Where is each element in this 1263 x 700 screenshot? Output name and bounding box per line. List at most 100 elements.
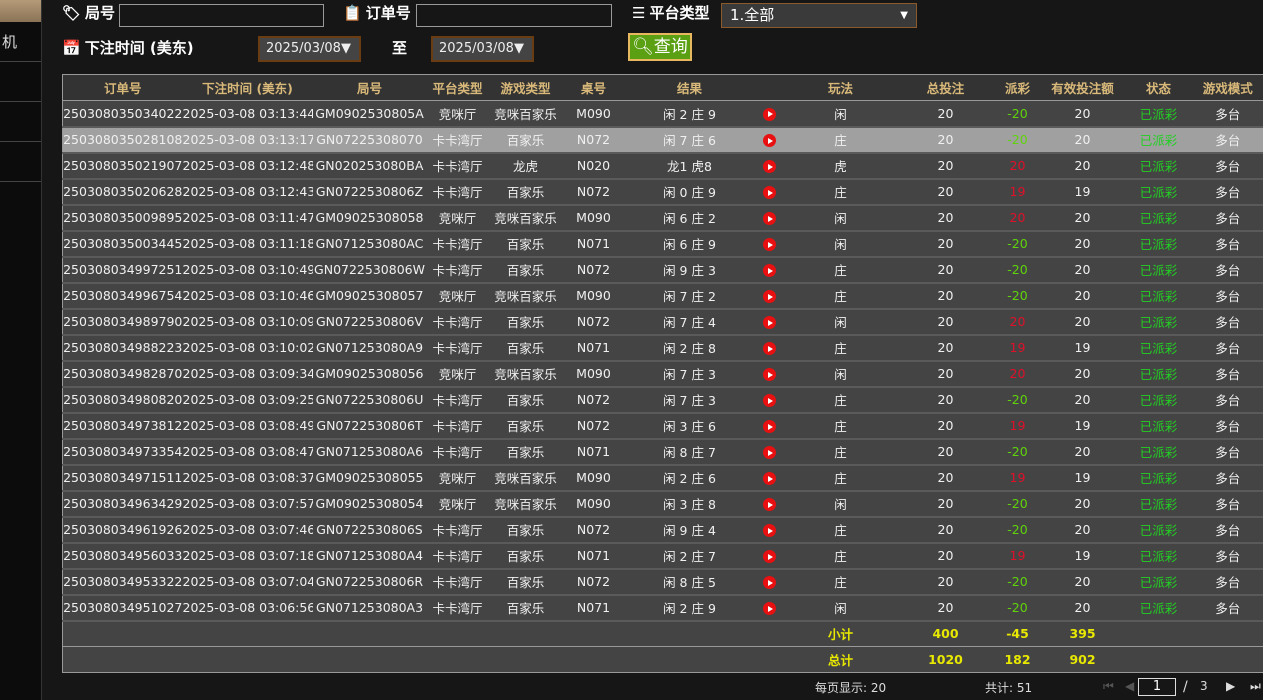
play-replay-icon[interactable] (763, 394, 776, 407)
play-replay-icon[interactable] (763, 420, 776, 433)
table-row[interactable]: 250308034973812 2025-03-08 03:08:49 GN0722… (62, 412, 1263, 440)
play-replay-icon[interactable] (763, 368, 776, 381)
status: 已派彩 (1124, 568, 1193, 596)
list-icon: ☰ (632, 3, 646, 22)
play-replay-icon[interactable] (763, 290, 776, 303)
bet-type: 庄 (784, 256, 897, 284)
replay[interactable] (754, 256, 785, 284)
replay[interactable] (754, 542, 785, 570)
order-input[interactable] (416, 4, 612, 27)
table-row[interactable]: 250308035034022 2025-03-08 03:13:44 GM0902… (62, 100, 1263, 128)
game-mode: 多台 (1192, 334, 1263, 362)
replay[interactable] (754, 360, 785, 388)
table-row[interactable]: 250308034997251 2025-03-08 03:10:49 GN0722… (62, 256, 1263, 284)
platform: 卡卡湾厅 (426, 516, 489, 544)
result: 闲 6 庄 2 (624, 204, 755, 232)
play-replay-icon[interactable] (763, 498, 776, 511)
round-id: GN0722530806S (312, 516, 427, 544)
round-input[interactable] (119, 4, 324, 27)
column-header: 局号 (312, 74, 427, 101)
query-button[interactable]: 🔍︎查询 (628, 33, 692, 61)
replay[interactable] (754, 438, 785, 466)
next-page-icon[interactable]: ▶ (1226, 679, 1236, 693)
sidebar-item[interactable] (0, 62, 41, 102)
play-replay-icon[interactable] (763, 186, 776, 199)
table-row[interactable]: 250308035009895 2025-03-08 03:11:47 GM0902… (62, 204, 1263, 232)
column-header (754, 74, 785, 101)
replay[interactable] (754, 126, 785, 154)
play-replay-icon[interactable] (763, 160, 776, 173)
table-row[interactable]: 250308034982870 2025-03-08 03:09:34 GM0902… (62, 360, 1263, 388)
play-replay-icon[interactable] (763, 238, 776, 251)
replay[interactable] (754, 412, 785, 440)
table-row[interactable]: 250308034961926 2025-03-08 03:07:46 GN0722… (62, 516, 1263, 544)
date-from-picker[interactable]: 2025/03/08▼ (258, 36, 361, 62)
sidebar-item[interactable] (0, 102, 41, 142)
table-row[interactable]: 250308035028108 2025-03-08 03:13:17 GN0722… (62, 126, 1263, 154)
prev-page-icon[interactable]: ◀ (1125, 679, 1135, 693)
replay[interactable] (754, 308, 785, 336)
round-id: GN0722530806W (312, 256, 427, 284)
replay[interactable] (754, 334, 785, 362)
platform-select[interactable]: 1.全部 ▼ (721, 3, 917, 28)
per-page-text: 每页显示: 20 (815, 681, 887, 695)
play-replay-icon[interactable] (763, 342, 776, 355)
play-replay-icon[interactable] (763, 107, 776, 121)
bet-type: 闲 (784, 204, 897, 232)
game-mode: 多台 (1192, 386, 1263, 414)
replay[interactable] (754, 152, 785, 180)
replay[interactable] (754, 100, 785, 128)
table-row[interactable]: 250308034953322 2025-03-08 03:07:04 GN0722… (62, 568, 1263, 596)
last-page-icon[interactable]: ⏭ (1250, 679, 1261, 693)
replay[interactable] (754, 516, 785, 544)
sidebar-item[interactable] (0, 142, 41, 182)
replay[interactable] (754, 594, 785, 622)
replay[interactable] (754, 386, 785, 414)
table-row[interactable]: 250308035003445 2025-03-08 03:11:18 GN0712… (62, 230, 1263, 258)
table-row[interactable]: 250308034963429 2025-03-08 03:07:57 GM0902… (62, 490, 1263, 518)
round-id: GN07225308070 (312, 126, 427, 154)
date-to-picker[interactable]: 2025/03/08▼ (431, 36, 534, 62)
bet-time: 2025-03-08 03:13:17 (182, 126, 313, 154)
bet-type: 庄 (784, 126, 897, 154)
replay[interactable] (754, 230, 785, 258)
game-type: 龙虎 (488, 152, 563, 180)
play-replay-icon[interactable] (763, 576, 776, 589)
replay[interactable] (754, 282, 785, 310)
empty-cell (312, 646, 427, 673)
table-row[interactable]: 250308034996754 2025-03-08 03:10:46 GM0902… (62, 282, 1263, 310)
first-page-icon[interactable]: ⏮ (1103, 679, 1114, 693)
page-input[interactable]: 1 (1138, 678, 1176, 696)
play-replay-icon[interactable] (763, 264, 776, 277)
bet-type: 庄 (784, 282, 897, 310)
replay[interactable] (754, 178, 785, 206)
table-row[interactable]: 250308034951027 2025-03-08 03:06:56 GN0712… (62, 594, 1263, 622)
table-row[interactable]: 250308034989790 2025-03-08 03:10:09 GN0722… (62, 308, 1263, 336)
replay[interactable] (754, 568, 785, 596)
play-replay-icon[interactable] (763, 212, 776, 225)
sidebar: 机 (0, 0, 42, 700)
play-replay-icon[interactable] (763, 134, 776, 147)
replay[interactable] (754, 204, 785, 232)
table-row[interactable]: 250308034971511 2025-03-08 03:08:37 GM0902… (62, 464, 1263, 492)
play-replay-icon[interactable] (763, 550, 776, 563)
column-header: 结果 (624, 74, 755, 101)
sidebar-item[interactable]: 机 (0, 22, 41, 62)
replay[interactable] (754, 464, 785, 492)
play-replay-icon[interactable] (763, 316, 776, 329)
play-replay-icon[interactable] (763, 524, 776, 537)
sidebar-tab[interactable] (0, 0, 41, 22)
status: 已派彩 (1124, 386, 1193, 414)
table-row[interactable]: 250308035021907 2025-03-08 03:12:48 GN0202… (62, 152, 1263, 180)
table-row[interactable]: 250308035020628 2025-03-08 03:12:43 GN0722… (62, 178, 1263, 206)
replay[interactable] (754, 490, 785, 518)
table-id: M090 (562, 360, 625, 388)
table-row[interactable]: 250308034988223 2025-03-08 03:10:02 GN0712… (62, 334, 1263, 362)
play-replay-icon[interactable] (763, 472, 776, 485)
table-row[interactable]: 250308034956033 2025-03-08 03:07:18 GN0712… (62, 542, 1263, 570)
result: 闲 7 庄 2 (624, 282, 755, 310)
table-row[interactable]: 250308034980820 2025-03-08 03:09:25 GN0722… (62, 386, 1263, 414)
play-replay-icon[interactable] (763, 602, 776, 615)
table-row[interactable]: 250308034973354 2025-03-08 03:08:47 GN0712… (62, 438, 1263, 466)
play-replay-icon[interactable] (763, 446, 776, 459)
